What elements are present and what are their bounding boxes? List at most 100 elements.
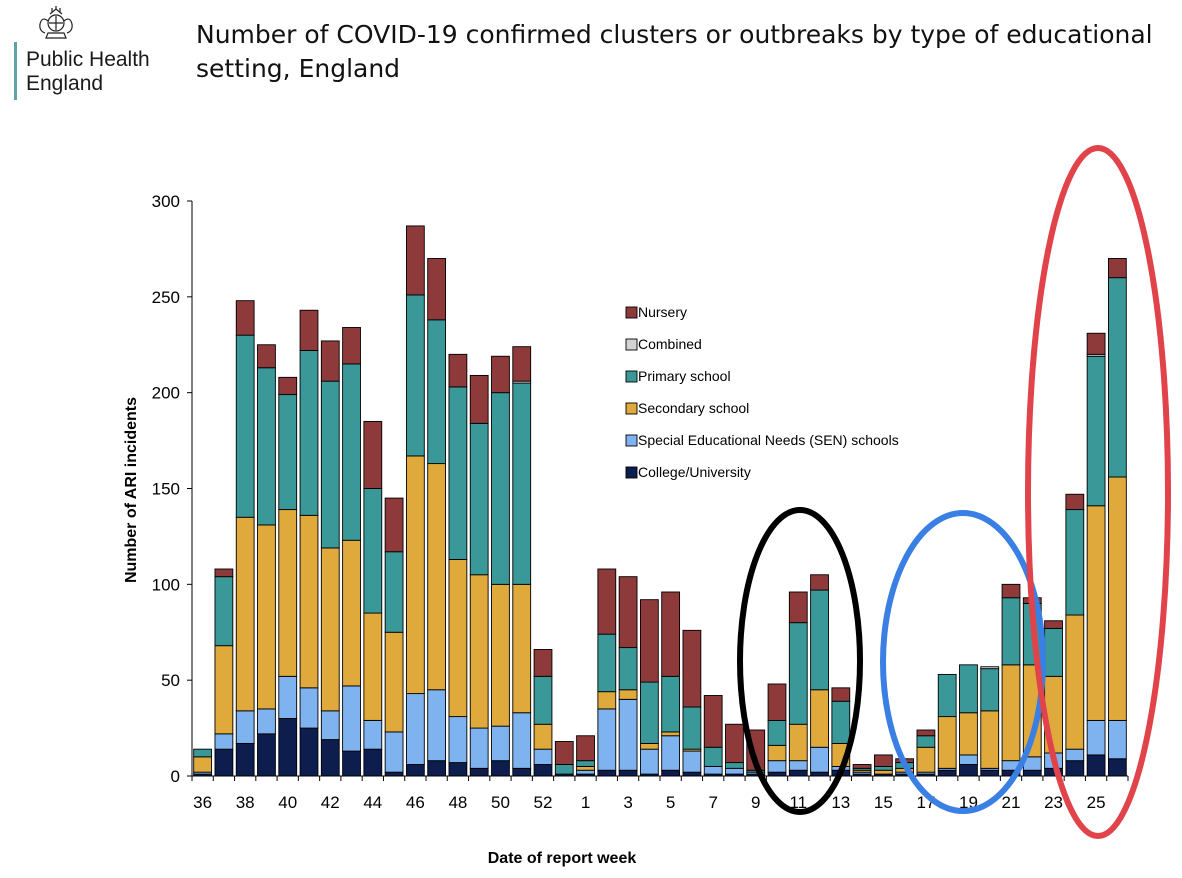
x-tick-label: 5: [666, 793, 675, 812]
bar-segment: [980, 710, 1000, 769]
bar-segment: [916, 735, 936, 748]
x-tick-label: 15: [874, 793, 893, 812]
bar-segment: [320, 710, 340, 741]
legend-label: College/University: [638, 464, 751, 480]
legend-label: Special Educational Needs (SEN) schools: [638, 432, 899, 448]
bar-segment: [533, 764, 553, 777]
bar-segment: [235, 742, 255, 777]
bar-segment: [980, 769, 1000, 777]
bar-segment: [597, 691, 617, 710]
bar-segment: [725, 762, 744, 769]
bar-segment: [235, 334, 255, 518]
x-tick-label: 21: [1002, 793, 1021, 812]
bar-segment: [767, 771, 787, 777]
bar-segment: [257, 344, 276, 369]
bar-segment: [512, 712, 532, 769]
bar-segment: [576, 769, 595, 775]
bar-segment: [1107, 719, 1127, 760]
bar-segment: [320, 547, 340, 712]
bar-segment: [384, 551, 404, 633]
bar-segment: [661, 769, 681, 777]
bar-segment: [703, 746, 723, 767]
bar-segment: [554, 764, 574, 775]
bar-segment: [895, 758, 915, 764]
public-health-england-logo: Public Health England: [14, 6, 174, 102]
bar-segment: [661, 735, 681, 771]
bar-segment: [1107, 258, 1127, 279]
bar-segment: [214, 733, 234, 750]
bar-segment: [363, 748, 383, 777]
bar-segment: [257, 367, 276, 526]
bar-segment: [1086, 355, 1106, 507]
bar-segment: [831, 742, 851, 767]
bar-segment: [1044, 752, 1063, 769]
legend-label: Nursery: [638, 304, 687, 320]
bar-segment: [937, 673, 957, 718]
bar-segment: [405, 693, 425, 765]
bar-segment: [320, 739, 340, 777]
legend-swatch: [625, 370, 638, 383]
bar-segment: [491, 392, 510, 585]
legend-swatch: [625, 466, 638, 479]
bar-segment: [405, 764, 425, 777]
bar-segment: [937, 716, 957, 769]
bar-segment: [1086, 754, 1106, 777]
y-tick-label: 0: [171, 767, 180, 786]
x-axis-label: Date of report week: [488, 850, 637, 867]
legend-swatch: [625, 434, 638, 447]
x-tick-label: 25: [1087, 793, 1106, 812]
bar-segment: [278, 394, 298, 511]
bar-segment: [639, 742, 659, 750]
bar-segment: [661, 591, 681, 677]
bar-segment: [363, 420, 383, 489]
bar-segment: [618, 769, 638, 777]
bar-segment: [916, 746, 936, 773]
bar-segment: [1001, 760, 1021, 771]
x-tick-label: 48: [448, 793, 467, 812]
logo-text-line2: England: [26, 72, 104, 95]
bar-segment: [193, 748, 213, 758]
bar-segment: [1044, 675, 1063, 754]
bar-segment: [533, 649, 553, 677]
bar-segment: [299, 514, 319, 689]
bar-segment: [1001, 769, 1021, 777]
bar-segment: [682, 750, 702, 773]
bar-segment: [448, 558, 468, 718]
bar-segment: [299, 727, 319, 777]
bar-segment: [1044, 627, 1063, 677]
bar-segment: [873, 769, 893, 775]
bar-segment: [554, 741, 574, 765]
bar-segment: [703, 765, 723, 775]
bar-segment: [1022, 664, 1042, 758]
bar-segment: [278, 675, 298, 719]
bar-segment: [512, 767, 532, 777]
x-tick-label: 38: [236, 793, 255, 812]
bar-segment: [235, 710, 255, 744]
bar-segment: [980, 668, 1000, 712]
bar-segment: [363, 612, 383, 721]
bar-segment: [299, 687, 319, 729]
bar-segment: [214, 576, 234, 647]
bar-segment: [448, 762, 468, 777]
bar-segment: [597, 568, 617, 635]
bar-segment: [959, 754, 978, 765]
bar-segment: [1086, 505, 1106, 721]
bar-segment: [405, 455, 425, 695]
bar-segment: [1022, 769, 1042, 777]
bar-segment: [937, 769, 957, 777]
bar-segment: [831, 765, 851, 771]
bar-segment: [1065, 614, 1085, 750]
bar-segment: [980, 666, 1000, 670]
bar-segment: [469, 574, 489, 729]
bar-segment: [703, 695, 723, 748]
bar-segment: [959, 764, 978, 777]
bar-segment: [1107, 758, 1127, 777]
bar-segment: [639, 681, 659, 744]
bar-segment: [405, 225, 425, 296]
bar-segment: [448, 386, 468, 560]
bar-segment: [682, 629, 702, 708]
bar-segment: [639, 599, 659, 683]
bar-segment: [491, 725, 510, 762]
bar-segment: [725, 767, 744, 775]
